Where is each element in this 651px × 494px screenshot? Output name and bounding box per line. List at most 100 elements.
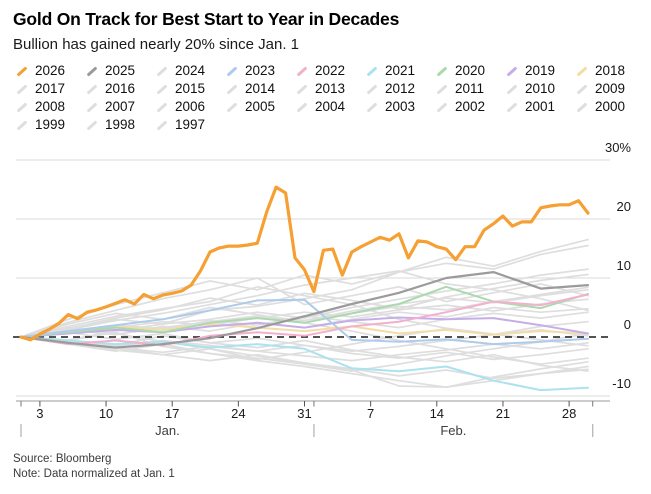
line-swatch-icon (576, 83, 588, 95)
series-line-2012 (20, 270, 589, 338)
axis-tick-label: 10 (99, 406, 113, 421)
legend-year-label: 2007 (105, 99, 136, 114)
line-chart-svg: 30% 20 10 0 -10 3 10 17 24 31 7 14 21 28 Jan. Feb. (13, 140, 631, 438)
legend-item-2008[interactable]: 2008 (13, 98, 83, 116)
axis-tick-label: 7 (367, 406, 374, 421)
legend-year-label: 2011 (455, 81, 485, 96)
legend-item-2014[interactable]: 2014 (223, 80, 293, 98)
legend-year-label: 2015 (175, 81, 206, 96)
legend-item-1998[interactable]: 1998 (83, 116, 153, 134)
axis-tick-label: 24 (231, 406, 245, 421)
legend-item-2013[interactable]: 2013 (293, 80, 363, 98)
legend-item-2016[interactable]: 2016 (83, 80, 153, 98)
source-note: Source: Bloomberg (13, 453, 112, 465)
legend-item-2003[interactable]: 2003 (363, 98, 433, 116)
legend-year-label: 1997 (175, 117, 206, 132)
legend-item-2015[interactable]: 2015 (153, 80, 223, 98)
legend-year-label: 2002 (455, 99, 486, 114)
chart-area: 30% 20 10 0 -10 3 10 17 24 31 7 14 21 28 Jan. Feb. (0, 138, 651, 450)
legend-item-2009[interactable]: 2009 (573, 80, 643, 98)
legend-year-label: 2020 (455, 63, 486, 78)
legend-item-2005[interactable]: 2005 (223, 98, 293, 116)
legend-item-1999[interactable]: 1999 (13, 116, 83, 134)
month-label: Feb. (440, 423, 466, 438)
legend-year-label: 2016 (105, 81, 136, 96)
legend-year-label: 2023 (245, 63, 276, 78)
legend-year-label: 2012 (385, 81, 416, 96)
axis-tick-label: 31 (297, 406, 311, 421)
legend-year-label: 1999 (35, 117, 66, 132)
line-swatch-icon (16, 119, 28, 131)
legend-year-label: 2025 (105, 63, 136, 78)
legend-item-2001[interactable]: 2001 (503, 98, 573, 116)
series-line-2002 (20, 288, 589, 338)
line-swatch-icon (296, 83, 308, 95)
legend-year-label: 2017 (35, 81, 66, 96)
chart-subtitle: Bullion has gained nearly 20% since Jan.… (13, 36, 300, 53)
legend-item-2017[interactable]: 2017 (13, 80, 83, 98)
axis-tick-label: 0 (624, 317, 631, 332)
series-line-2019 (20, 316, 589, 338)
legend-year-label: 2005 (245, 99, 276, 114)
line-swatch-icon (296, 101, 308, 113)
series-line-2023 (20, 298, 589, 346)
legend-year-label: 2009 (595, 81, 626, 96)
legend-year-label: 2024 (175, 63, 206, 78)
line-swatch-icon (86, 101, 98, 113)
legend-year-label: 2019 (525, 63, 556, 78)
legend-item-2019[interactable]: 2019 (503, 62, 573, 80)
legend-item-2000[interactable]: 2000 (573, 98, 643, 116)
line-swatch-icon (506, 101, 518, 113)
legend-item-2024[interactable]: 2024 (153, 62, 223, 80)
series-line-2014 (20, 268, 589, 341)
legend-item-2022[interactable]: 2022 (293, 62, 363, 80)
legend-item-2012[interactable]: 2012 (363, 80, 433, 98)
line-swatch-icon (366, 101, 378, 113)
line-swatch-icon (156, 101, 168, 113)
legend-item-1997[interactable]: 1997 (153, 116, 223, 134)
line-swatch-icon (576, 65, 588, 77)
legend-year-label: 2004 (315, 99, 346, 114)
legend-item-2020[interactable]: 2020 (433, 62, 503, 80)
legend-item-2011[interactable]: 2011 (433, 80, 503, 98)
axis-tick-label: 30% (605, 140, 631, 155)
line-swatch-icon (436, 101, 448, 113)
line-swatch-icon (16, 83, 28, 95)
legend-year-label: 2003 (385, 99, 416, 114)
legend-item-2002[interactable]: 2002 (433, 98, 503, 116)
line-swatch-icon (86, 65, 98, 77)
series-line-2018 (20, 323, 589, 338)
legend-item-2025[interactable]: 2025 (83, 62, 153, 80)
chart-legend: 2026 2025 2024 2023 2022 2021 2020 2019 2018 2017… (13, 62, 645, 134)
data-note: Note: Data normalized at Jan. 1 (13, 468, 175, 480)
line-swatch-icon (436, 65, 448, 77)
axis-tick-label: 17 (165, 406, 179, 421)
legend-item-2010[interactable]: 2010 (503, 80, 573, 98)
legend-item-2018[interactable]: 2018 (573, 62, 643, 80)
line-swatch-icon (156, 83, 168, 95)
series-line-2009 (20, 277, 589, 338)
legend-year-label: 1998 (105, 117, 136, 132)
series-line-2025 (19, 271, 590, 349)
line-swatch-icon (506, 83, 518, 95)
axis-tick-label: 21 (496, 406, 510, 421)
line-swatch-icon (296, 65, 308, 77)
legend-year-label: 2001 (525, 99, 556, 114)
chart-title: Gold On Track for Best Start to Year in … (13, 9, 400, 29)
axis-tick-label: 20 (617, 199, 631, 214)
axis-tick-label: 3 (36, 406, 43, 421)
line-swatch-icon (86, 83, 98, 95)
legend-item-2007[interactable]: 2007 (83, 98, 153, 116)
axis-tick-label: -10 (612, 376, 631, 391)
series-line-2010 (20, 331, 589, 373)
legend-year-label: 2008 (35, 99, 66, 114)
legend-item-2021[interactable]: 2021 (363, 62, 433, 80)
month-label: Jan. (155, 423, 180, 438)
legend-item-2026[interactable]: 2026 (13, 62, 83, 80)
legend-item-2023[interactable]: 2023 (223, 62, 293, 80)
legend-item-2006[interactable]: 2006 (153, 98, 223, 116)
series-line-2013 (20, 334, 589, 373)
axis-tick-label: 28 (562, 406, 576, 421)
axis-tick-label: 10 (617, 258, 631, 273)
legend-item-2004[interactable]: 2004 (293, 98, 363, 116)
